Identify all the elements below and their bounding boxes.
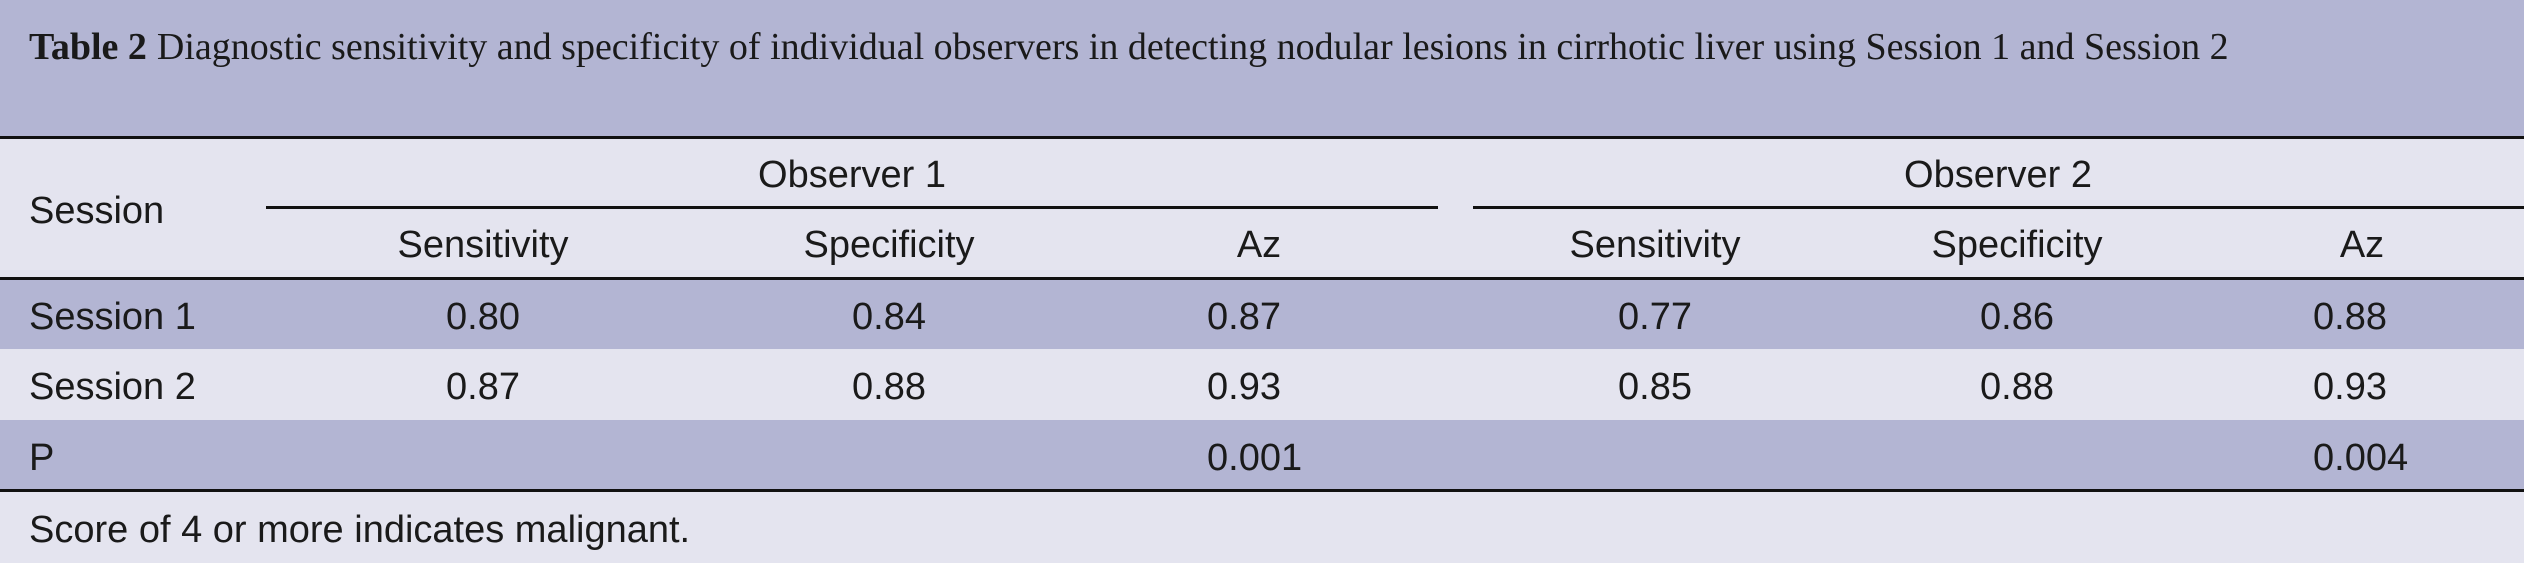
cell: 0.87 (446, 366, 520, 408)
cell: 0.77 (1618, 296, 1692, 338)
cell: 0.001 (1207, 437, 1303, 479)
group-underline (1473, 206, 2524, 209)
caption-text: Diagnostic sensitivity and specificity o… (156, 26, 2229, 68)
row-label: Session 1 (29, 296, 196, 338)
row-band (0, 349, 2524, 420)
cell: 0.88 (1980, 366, 2054, 408)
rule (0, 277, 2524, 280)
group-header: Observer 2 (1904, 154, 2092, 196)
cell: 0.87 (1207, 296, 1281, 338)
column-header: Specificity (803, 224, 975, 266)
cell: 0.86 (1980, 296, 2054, 338)
cell: 0.93 (1207, 366, 1281, 408)
cell: 0.88 (852, 366, 926, 408)
cell: 0.84 (852, 296, 926, 338)
table-caption: Table 2 Diagnostic sensitivity and specif… (0, 0, 2524, 137)
cell: 0.80 (446, 296, 520, 338)
caption-label: Table 2 (29, 26, 147, 68)
cell: 0.004 (2313, 437, 2409, 479)
cell: 0.93 (2313, 366, 2387, 408)
column-header: Specificity (1931, 224, 2103, 266)
column-header: Az (1236, 224, 1282, 266)
row-label: Session 2 (29, 366, 196, 408)
row-label: P (29, 437, 55, 479)
column-header: Sensitivity (397, 224, 569, 266)
cell: 0.88 (2313, 296, 2387, 338)
session-header: Session (29, 190, 165, 232)
rule (0, 489, 2524, 492)
cell: 0.85 (1618, 366, 1692, 408)
rule (0, 136, 2524, 139)
column-header: Sensitivity (1569, 224, 1741, 266)
group-header: Observer 1 (758, 154, 946, 196)
footnote: Score of 4 or more indicates malignant. (29, 509, 691, 551)
column-header: Az (2339, 224, 2385, 266)
group-underline (266, 206, 1438, 209)
row-band (0, 420, 2524, 491)
row-band (0, 279, 2524, 349)
